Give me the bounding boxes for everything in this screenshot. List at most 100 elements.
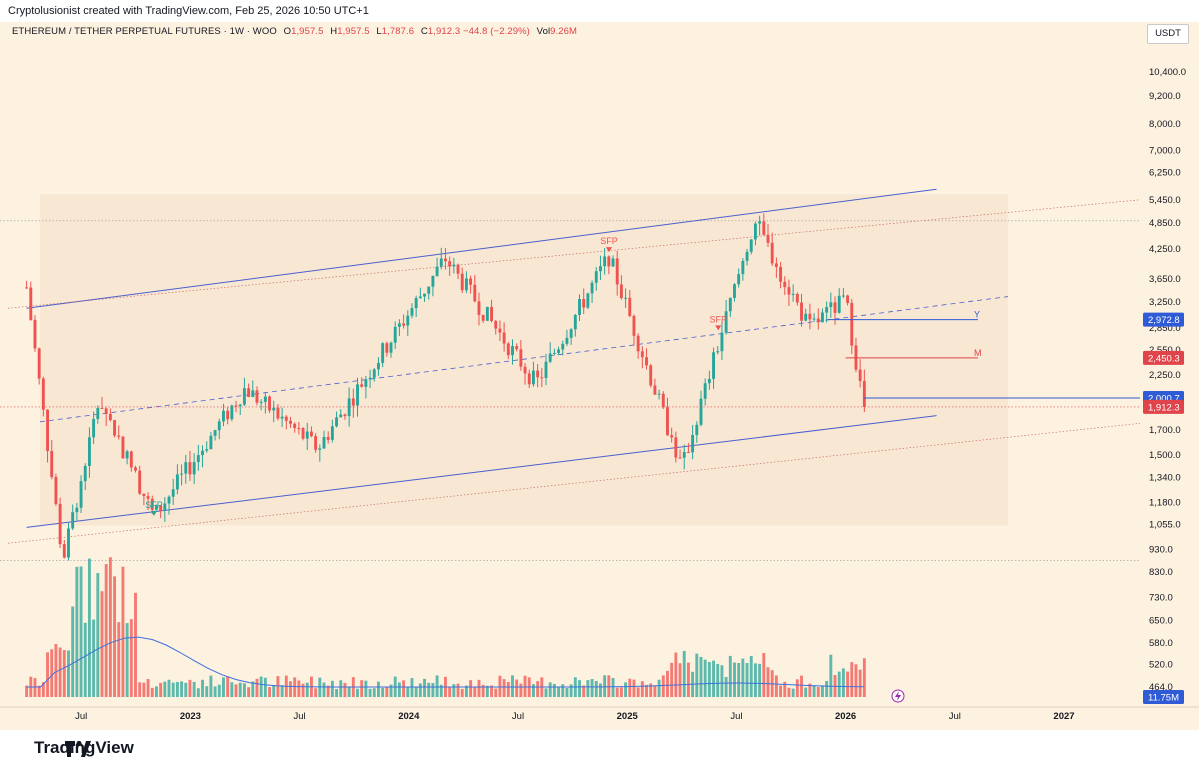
volume-bar — [619, 687, 623, 697]
candle-body — [163, 503, 167, 511]
volume-bar — [377, 681, 380, 697]
volume-bar — [418, 683, 422, 697]
candle-body — [833, 302, 837, 313]
price-badge — [1143, 690, 1184, 704]
volume-bar — [557, 686, 561, 697]
chart-area[interactable]: Y M SFP SFP SFP 10,400.0 9,200.0 8,000.0 7,000.0… — [0, 22, 1199, 730]
candle-body — [301, 428, 305, 439]
symbol-name: ETHEREUM / TETHER PERPETUAL FUTURES · 1W… — [12, 26, 277, 37]
candle-body — [435, 266, 439, 276]
volume-bar — [62, 650, 66, 697]
candle-body — [741, 260, 745, 275]
volume-label: Vol — [536, 26, 551, 37]
candle-body — [511, 346, 514, 356]
price-axis-label: 8,000.0 — [1149, 119, 1181, 130]
volume-bar — [289, 681, 292, 697]
volume-bar — [582, 685, 586, 697]
volume-bar — [163, 681, 167, 697]
volume-bar — [636, 687, 640, 697]
candle-body — [640, 351, 644, 358]
candle-body — [326, 436, 330, 440]
volume-bar — [385, 687, 389, 697]
footer: TradingView — [0, 730, 1199, 771]
price-badge — [1143, 350, 1184, 365]
candle-body — [343, 414, 347, 417]
candle-body — [175, 474, 179, 490]
candle-body — [171, 489, 175, 497]
candle-body — [724, 311, 728, 333]
volume-bar — [435, 675, 439, 697]
volume-bar — [774, 675, 778, 697]
candle-body — [460, 273, 464, 291]
volume-bar — [724, 676, 728, 697]
volume-bar — [71, 606, 75, 697]
candle-body — [360, 384, 364, 387]
candle-body — [737, 274, 741, 285]
candle-body — [515, 346, 519, 350]
candle-body — [297, 428, 301, 430]
time-axis-label: 2024 — [398, 711, 420, 722]
candle-body — [753, 223, 757, 240]
volume-bar — [594, 680, 598, 697]
candle-body — [196, 455, 200, 463]
sfp-marker — [715, 325, 722, 331]
candle-body — [159, 505, 163, 511]
price-axis-label: 9,200.0 — [1149, 91, 1181, 102]
volume-bar — [196, 688, 200, 697]
volume-bar — [485, 685, 489, 697]
volume-bar — [804, 687, 808, 697]
volume-bar — [670, 662, 674, 697]
candle-body — [385, 343, 389, 353]
volume-bar — [703, 659, 707, 697]
price-chart[interactable]: Y M SFP SFP SFP 10,400.0 9,200.0 8,000.0 7,000.0… — [0, 22, 1199, 730]
volume-bar — [205, 686, 209, 697]
candle-body — [481, 314, 485, 321]
candle-body — [247, 388, 251, 397]
time-axis-label: 2025 — [617, 711, 639, 722]
time-axis-label: Jul — [294, 711, 306, 722]
volume-bar — [121, 566, 125, 697]
open-value: 1,957.5 — [291, 26, 324, 37]
candle-body — [309, 431, 313, 437]
candle-body — [46, 409, 49, 451]
volume-bar — [259, 676, 263, 697]
volume-bar — [201, 679, 204, 697]
volume-bar — [506, 681, 510, 697]
volume-bar — [138, 682, 142, 697]
candle-body — [268, 396, 271, 411]
candle-body — [381, 343, 385, 363]
currency-button[interactable]: USDT — [1147, 24, 1189, 44]
volume-bar — [50, 649, 54, 697]
candle-body — [50, 450, 54, 478]
candle-body — [339, 414, 343, 418]
time-axis-label: 2026 — [835, 711, 856, 722]
candle-body — [389, 342, 393, 353]
volume-bar — [477, 679, 481, 697]
volume-bar — [180, 681, 184, 697]
candle-body — [582, 299, 586, 308]
candle-body — [628, 297, 632, 317]
candle-body — [645, 357, 648, 366]
volume-bar — [812, 685, 816, 697]
volume-bar — [83, 622, 87, 697]
candle-body — [749, 239, 753, 252]
volume-bar — [372, 688, 376, 697]
candle-body — [351, 398, 355, 406]
high-label: H — [330, 26, 338, 37]
volume-ma-line — [26, 636, 864, 688]
volume-bar — [406, 687, 410, 697]
volume-bar — [322, 682, 326, 697]
volume-bar — [837, 671, 841, 697]
volume-bar — [347, 686, 351, 697]
volume-bar — [217, 684, 221, 697]
high-value: 1,957.5 — [337, 26, 370, 37]
candle-body — [523, 366, 527, 374]
volume-bar — [452, 684, 456, 697]
candle-body — [280, 416, 284, 419]
candle-body — [825, 307, 829, 313]
volume-bar — [661, 675, 665, 697]
candle-body — [800, 302, 803, 321]
price-axis-label: 580.0 — [1149, 638, 1173, 649]
volume-bar — [146, 678, 150, 697]
candle-body — [774, 263, 778, 267]
